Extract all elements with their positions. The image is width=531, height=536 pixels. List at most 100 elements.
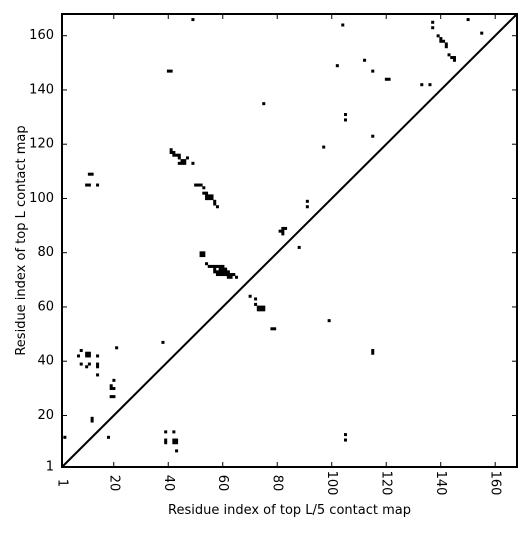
contact-point-upper — [87, 183, 91, 187]
contact-point-lower — [262, 308, 266, 312]
contact-point-upper — [202, 186, 206, 190]
contact-point-upper — [452, 56, 456, 60]
contact-point-upper — [431, 20, 435, 24]
contact-point-lower — [371, 351, 375, 355]
contact-point-lower — [221, 270, 225, 274]
contact-point-upper — [177, 156, 181, 160]
contact-point-upper — [210, 197, 214, 201]
contact-point-lower — [87, 351, 91, 355]
contact-point-upper — [281, 226, 285, 230]
contact-point-lower — [218, 264, 222, 268]
contact-point-lower — [213, 264, 217, 268]
contact-point-lower — [115, 346, 119, 350]
contact-point-lower — [63, 435, 67, 439]
contact-point-lower — [229, 273, 233, 277]
contact-point-upper — [281, 232, 285, 236]
contact-point-lower — [224, 267, 228, 271]
diagonal-line — [61, 13, 518, 468]
contact-point-upper — [444, 45, 448, 49]
contact-point-lower — [112, 395, 116, 399]
y-tick-label: 100 — [29, 191, 54, 206]
contact-point-lower — [210, 264, 214, 268]
contact-point-lower — [96, 362, 100, 366]
contact-point-lower — [215, 270, 219, 274]
contact-point-upper — [384, 77, 388, 81]
x-axis-label: Residue index of top L/5 contact map — [168, 503, 411, 518]
contact-point-upper — [191, 161, 195, 165]
contact-point-upper — [213, 202, 217, 206]
contact-point-lower — [90, 416, 94, 420]
contact-point-lower — [202, 251, 206, 255]
contact-point-upper — [420, 83, 424, 87]
contact-point-upper — [169, 150, 173, 154]
contact-point-lower — [106, 435, 110, 439]
contact-point-lower — [254, 297, 258, 301]
x-tick-label: 160 — [488, 471, 503, 496]
contact-point-upper — [436, 34, 440, 38]
contact-point-upper — [444, 42, 448, 46]
contact-point-lower — [205, 262, 209, 266]
y-tick-label: 120 — [29, 137, 54, 152]
contact-point-lower — [218, 267, 222, 271]
contact-point-lower — [207, 264, 211, 268]
contact-point-upper — [439, 39, 443, 43]
contact-point-lower — [109, 395, 113, 399]
contact-point-lower — [175, 449, 179, 453]
contact-point-lower — [109, 384, 113, 388]
contact-point-lower — [96, 365, 100, 369]
contact-point-upper — [442, 39, 446, 43]
contact-point-lower — [87, 362, 91, 366]
contact-point-upper — [183, 159, 187, 163]
contact-point-lower — [224, 273, 228, 277]
contact-point-upper — [180, 159, 184, 163]
contact-point-lower — [109, 386, 113, 390]
contact-point-upper — [210, 194, 214, 198]
contact-point-upper — [207, 197, 211, 201]
contact-point-upper — [305, 199, 309, 203]
contact-point-lower — [327, 319, 331, 323]
contact-point-upper — [207, 194, 211, 198]
contact-point-lower — [343, 433, 348, 437]
contact-point-lower — [164, 441, 168, 445]
contact-point-lower — [79, 362, 83, 366]
y-tick-label: 80 — [37, 245, 54, 260]
contact-point-upper — [213, 199, 217, 203]
contact-point-lower — [164, 438, 168, 442]
contact-point-lower — [215, 273, 219, 277]
y-tick-label: 1 — [46, 460, 54, 475]
contact-point-lower — [218, 270, 222, 274]
contact-point-lower — [273, 327, 277, 331]
contact-point-lower — [213, 267, 217, 271]
contact-point-upper — [194, 183, 198, 187]
contact-point-lower — [175, 438, 179, 442]
contact-point-upper — [87, 172, 91, 176]
contact-point-lower — [218, 273, 222, 277]
contact-point-upper — [215, 205, 219, 209]
contact-point-upper — [180, 161, 184, 165]
contact-point-lower — [85, 354, 89, 358]
contact-point-lower — [90, 419, 94, 423]
contact-point-upper — [363, 58, 367, 62]
contact-point-upper — [480, 31, 484, 35]
contact-point-lower — [259, 305, 263, 309]
contact-point-upper — [183, 161, 187, 165]
contact-point-upper — [335, 64, 339, 68]
contact-point-lower — [164, 430, 168, 434]
contact-point-lower — [256, 308, 260, 312]
contact-point-upper — [452, 58, 456, 62]
contact-point-upper — [431, 26, 435, 30]
contact-point-lower — [175, 441, 179, 445]
y-tick-label: 140 — [29, 82, 54, 97]
contact-point-lower — [85, 365, 89, 369]
contact-point-lower — [202, 254, 206, 258]
contact-point-upper — [322, 145, 326, 149]
contact-point-upper — [450, 56, 454, 60]
contact-point-lower — [172, 441, 176, 445]
contact-point-upper — [262, 102, 266, 106]
contact-point-lower — [259, 308, 263, 312]
x-tick-label: 80 — [270, 475, 285, 492]
contact-point-upper — [185, 156, 189, 160]
contact-point-lower — [199, 251, 203, 255]
y-tick-label: 40 — [37, 354, 54, 369]
